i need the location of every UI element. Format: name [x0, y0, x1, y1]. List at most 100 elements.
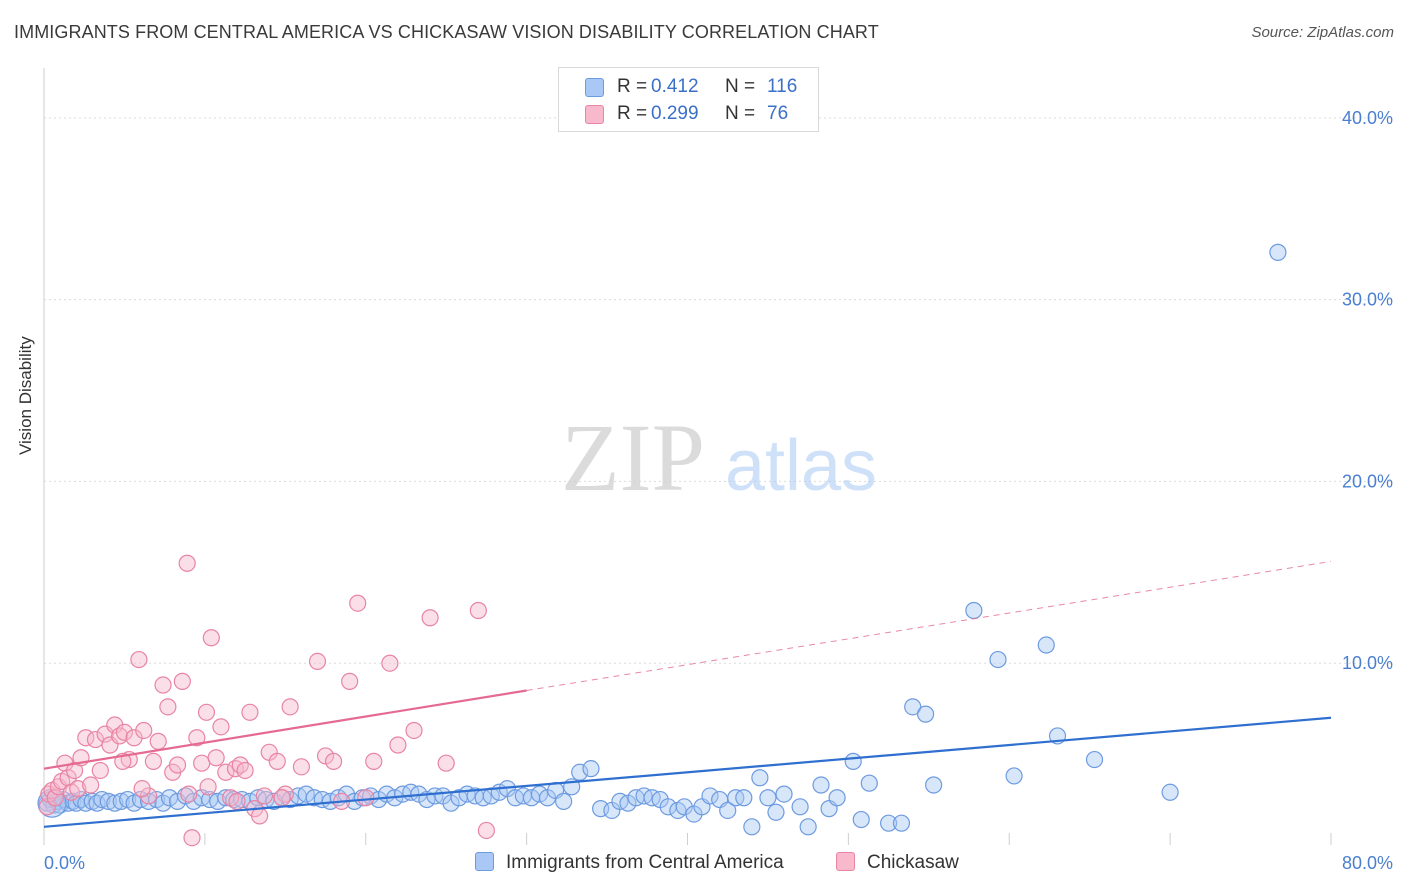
- chart-title: IMMIGRANTS FROM CENTRAL AMERICA VS CHICK…: [14, 22, 879, 42]
- trend-line-chickasaw: [43, 689, 527, 770]
- point-central-america: [989, 650, 1007, 669]
- point-central-america: [106, 794, 124, 812]
- grid-lines: [43, 68, 1393, 845]
- point-chickasaw: [173, 672, 191, 690]
- stats-legend: R = 0.412 N = 116 R = 0.299 N = 76: [558, 67, 819, 132]
- point-chickasaw: [154, 676, 172, 694]
- point-central-america: [828, 789, 846, 807]
- point-chickasaw: [236, 761, 254, 780]
- x-tick-label: 80.0%: [1342, 853, 1393, 873]
- r-label: R =: [617, 76, 648, 97]
- point-chickasaw: [324, 752, 343, 770]
- point-chickasaw: [178, 554, 196, 572]
- point-chickasaw: [405, 721, 423, 740]
- legend-swatch-blue: [475, 852, 494, 871]
- point-chickasaw: [341, 672, 359, 690]
- point-chickasaw: [349, 594, 367, 612]
- point-chickasaw: [159, 698, 177, 716]
- point-chickasaw: [212, 718, 230, 736]
- point-chickasaw: [202, 629, 220, 647]
- point-central-america: [759, 789, 777, 807]
- point-chickasaw: [91, 761, 109, 780]
- y-tick-label: 40.0%: [1342, 108, 1393, 128]
- point-chickasaw: [357, 789, 375, 807]
- point-chickasaw: [69, 780, 87, 798]
- point-chickasaw: [199, 778, 217, 796]
- tick-labels: 10.0% 20.0% 30.0% 40.0% 0.0% 80.0%: [44, 108, 1393, 873]
- point-central-america: [735, 789, 753, 807]
- point-central-america: [701, 787, 719, 805]
- legend-item-pink: Chickasaw: [836, 852, 959, 874]
- x-tick-label: 0.0%: [44, 853, 85, 873]
- legend-label-blue: Immigrants from Central America: [506, 852, 784, 873]
- r-value: 0.299: [651, 103, 699, 124]
- point-central-america: [297, 785, 315, 803]
- point-chickasaw: [308, 652, 327, 670]
- n-value: 116: [767, 76, 798, 97]
- point-central-america: [112, 792, 130, 810]
- point-chickasaw: [82, 776, 100, 794]
- point-chickasaw: [144, 752, 162, 770]
- point-central-america: [751, 769, 769, 787]
- point-chickasaw: [197, 703, 216, 721]
- point-central-america: [904, 698, 922, 716]
- point-chickasaw: [188, 729, 206, 747]
- axis-ticks: [43, 833, 1332, 845]
- point-central-america: [965, 601, 983, 620]
- point-central-america: [719, 801, 737, 820]
- point-chickasaw: [292, 758, 310, 776]
- point-central-america: [916, 705, 935, 723]
- watermark-zip: ZIP: [561, 404, 705, 511]
- point-chickasaw: [241, 703, 259, 721]
- point-chickasaw: [135, 721, 153, 740]
- point-central-america: [99, 792, 117, 810]
- point-central-america: [582, 760, 600, 778]
- y-tick-label: 20.0%: [1342, 471, 1393, 491]
- point-central-america-large: [37, 788, 67, 818]
- point-chickasaw: [389, 736, 407, 754]
- point-chickasaw: [207, 749, 225, 767]
- point-chickasaw: [281, 698, 299, 716]
- legend-swatch-pink: [836, 852, 855, 871]
- point-chickasaw: [268, 752, 286, 770]
- source-credit: Source: ZipAtlas.com: [1251, 24, 1394, 41]
- point-chickasaw: [231, 756, 249, 774]
- point-chickasaw: [477, 821, 496, 840]
- point-chickasaw: [365, 752, 383, 770]
- series-pink-points: [38, 554, 496, 847]
- point-central-america: [767, 803, 785, 821]
- point-central-america: [844, 752, 862, 770]
- point-central-america: [860, 774, 878, 792]
- point-central-america: [775, 785, 793, 803]
- point-central-america: [1269, 243, 1287, 261]
- point-chickasaw: [228, 792, 246, 810]
- point-chickasaw: [255, 787, 273, 805]
- trend-line-chickasaw-extension: [526, 560, 1332, 691]
- r-value: 0.412: [651, 76, 699, 97]
- point-chickasaw: [437, 754, 455, 772]
- point-chickasaw: [217, 763, 235, 781]
- point-central-america: [791, 798, 809, 816]
- point-chickasaw: [381, 654, 399, 672]
- point-chickasaw: [421, 609, 439, 627]
- n-label: N =: [725, 76, 756, 97]
- point-central-america: [1085, 750, 1104, 769]
- point-chickasaw: [115, 723, 134, 741]
- point-central-america: [852, 810, 870, 829]
- watermark: ZIP atlas: [561, 404, 877, 511]
- series-blue-points: [37, 243, 1287, 836]
- watermark-atlas: atlas: [725, 426, 877, 506]
- point-chickasaw: [168, 756, 187, 774]
- point-chickasaw: [130, 650, 148, 669]
- point-chickasaw: [469, 601, 487, 620]
- point-central-america: [1005, 767, 1023, 785]
- point-central-america: [93, 790, 111, 809]
- point-central-america: [571, 763, 589, 781]
- legend-label-pink: Chickasaw: [867, 852, 959, 873]
- legend-item-blue: Immigrants from Central America: [475, 852, 784, 874]
- y-tick-label: 10.0%: [1342, 653, 1393, 673]
- trend-line-central-america: [43, 716, 1332, 828]
- point-chickasaw: [149, 732, 167, 750]
- point-chickasaw: [46, 789, 64, 807]
